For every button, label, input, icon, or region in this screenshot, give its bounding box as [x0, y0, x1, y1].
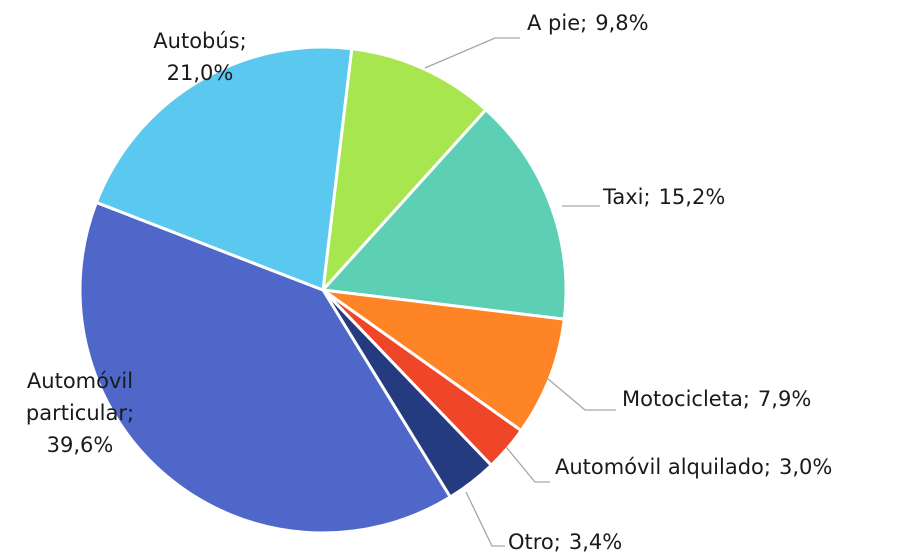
label-separator: ; — [580, 11, 587, 35]
pie-slice — [320, 47, 489, 295]
pie-slice — [78, 200, 453, 535]
category-name: Taxi — [602, 185, 643, 209]
leader-line — [505, 446, 550, 483]
leader-line — [424, 37, 520, 69]
category-name: A pie — [527, 11, 580, 35]
leader-line — [546, 377, 616, 411]
data-label-name: Automóvil particular; — [26, 369, 134, 425]
pie-slice — [319, 107, 568, 321]
category-name: Motocicleta — [622, 387, 743, 411]
label-value: 3,4% — [569, 530, 622, 554]
label-separator: ; — [743, 387, 750, 411]
data-label: Taxi; 15,2% — [602, 185, 725, 209]
label-separator: ; — [643, 185, 650, 209]
label-separator: ; — [764, 455, 771, 479]
category-name: Otro — [508, 530, 554, 554]
leader-line — [465, 491, 505, 547]
category-name: Automóvil alquilado — [555, 455, 764, 479]
label-separator: ; — [127, 401, 134, 425]
data-label: Motocicleta; 7,9% — [622, 387, 811, 411]
category-name: Automóvil particular — [26, 369, 133, 425]
data-label-value: 39,6% — [47, 433, 114, 457]
label-separator: ; — [240, 29, 247, 53]
label-value: 15,2% — [659, 185, 726, 209]
label-separator: ; — [554, 530, 561, 554]
label-value: 7,9% — [758, 387, 811, 411]
pie-slice — [322, 288, 566, 433]
data-label-name: Autobús; — [153, 29, 246, 53]
label-value: 9,8% — [595, 11, 648, 35]
label-value: 3,0% — [779, 455, 832, 479]
category-name: Autobús — [153, 29, 239, 53]
data-label-value: 21,0% — [167, 61, 234, 85]
pie-slice — [94, 45, 354, 293]
data-label: A pie; 9,8% — [527, 11, 649, 35]
data-label: Automóvil alquilado; 3,0% — [555, 455, 832, 479]
data-label: Otro; 3,4% — [508, 530, 622, 554]
